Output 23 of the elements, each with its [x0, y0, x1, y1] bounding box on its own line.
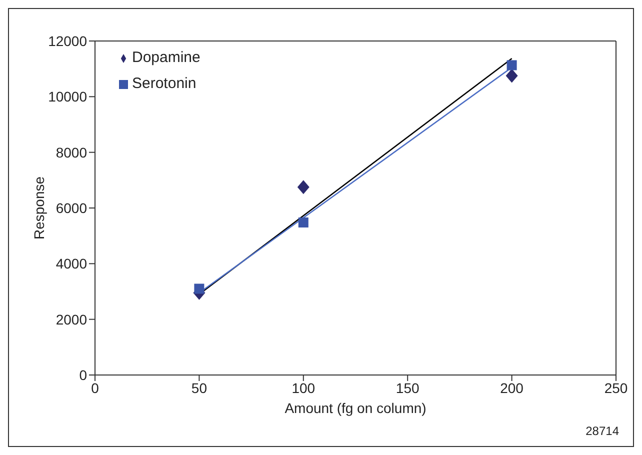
point [194, 284, 204, 294]
x-tick-label: 150 [396, 380, 420, 396]
x-tick-label: 100 [292, 380, 316, 396]
x-tick-label: 200 [500, 380, 524, 396]
x-tick-label: 0 [91, 380, 100, 396]
y-tick-label: 4000 [56, 256, 88, 272]
legend-label: Serotonin [132, 75, 196, 92]
y-tick-label: 2000 [56, 311, 88, 328]
y-tick-label: 8000 [56, 144, 88, 160]
text: 28714 [586, 424, 619, 438]
y-tick-label: 6000 [56, 200, 88, 216]
y-tick-label: 12000 [48, 32, 88, 49]
point [506, 68, 518, 83]
y-tick-label: 0 [79, 366, 88, 383]
point [298, 217, 308, 228]
x-tick-label: 50 [191, 380, 208, 396]
x-tick-label: 250 [604, 380, 628, 396]
point [506, 60, 517, 70]
legend-label: Dopamine [132, 49, 200, 66]
y-tick-label: 10000 [48, 88, 88, 105]
point [297, 180, 310, 194]
x-axis-title: Amount (fg on column) [284, 400, 426, 416]
y-axis-title: Response [30, 176, 47, 240]
